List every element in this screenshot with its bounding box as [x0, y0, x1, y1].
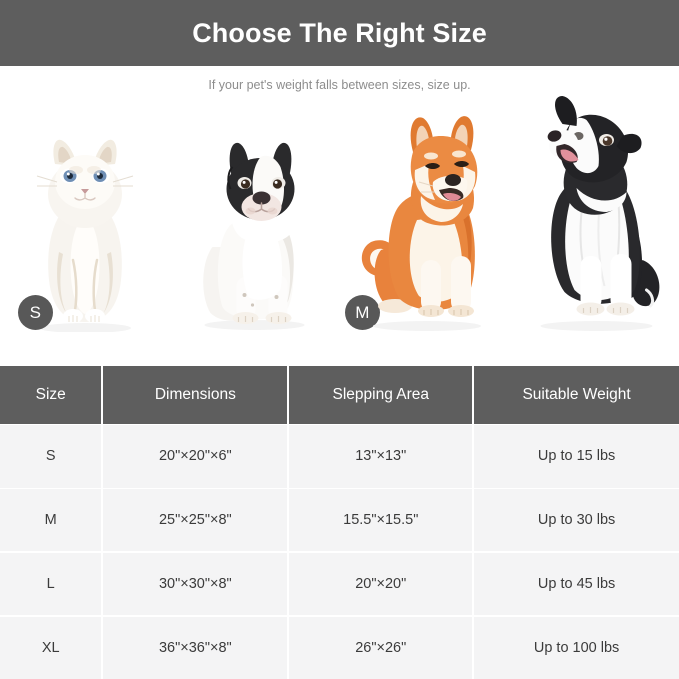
- column-header-sleeping-area: Slepping Area: [289, 366, 473, 424]
- table-row: L 30"×30"×8" 20"×20" Up to 45 lbs: [0, 552, 679, 616]
- cell-sleeping-area: 26"×26": [289, 616, 473, 679]
- cell-size: M: [0, 489, 102, 552]
- kitten-illustration: [36, 139, 134, 332]
- table-row: XL 36"×36"×8" 26"×26" Up to 100 lbs: [0, 616, 679, 679]
- cell-dimensions: 20"×20"×6": [103, 425, 288, 488]
- cell-size: S: [0, 425, 102, 488]
- cell-suitable-weight: Up to 15 lbs: [474, 425, 679, 488]
- cell-dimensions: 25"×25"×8": [103, 489, 288, 552]
- subtitle-note: If your pet's weight falls between sizes…: [208, 77, 471, 92]
- column-header-suitable-weight: Suitable Weight: [474, 366, 679, 424]
- size-badge-m: M: [345, 295, 380, 330]
- border-collie-illustration: [540, 96, 659, 331]
- cell-sleeping-area: 20"×20": [289, 552, 473, 616]
- subtitle-row: If your pet's weight falls between sizes…: [0, 66, 679, 104]
- table-row: S 20"×20"×6" 13"×13" Up to 15 lbs: [0, 425, 679, 488]
- cell-size: L: [0, 552, 102, 616]
- size-badge-s: S: [18, 295, 53, 330]
- table-row: M 25"×25"×8" 15.5"×15.5" Up to 30 lbs: [0, 489, 679, 552]
- pet-cell-xl: XL: [510, 96, 679, 360]
- cell-sleeping-area: 15.5"×15.5": [289, 489, 473, 552]
- size-table: Size Dimensions Slepping Area Suitable W…: [0, 366, 679, 679]
- page-title: Choose The Right Size: [192, 17, 487, 48]
- cell-size: XL: [0, 616, 102, 679]
- pet-photo-strip: S: [0, 96, 679, 360]
- cell-suitable-weight: Up to 45 lbs: [474, 552, 679, 616]
- column-header-size: Size: [0, 366, 102, 424]
- pet-cell-s: S: [0, 104, 170, 360]
- cell-dimensions: 30"×30"×8": [103, 552, 288, 616]
- pet-cell-m: M: [170, 104, 380, 360]
- pet-cell-l: L: [340, 104, 510, 360]
- cell-sleeping-area: 13"×13": [289, 425, 473, 488]
- cell-suitable-weight: Up to 100 lbs: [474, 616, 679, 679]
- cell-dimensions: 36"×36"×8": [103, 616, 288, 679]
- title-banner: Choose The Right Size: [0, 0, 679, 66]
- shiba-inu-illustration: [361, 116, 481, 331]
- column-header-dimensions: Dimensions: [103, 366, 288, 424]
- french-bulldog-illustration: [203, 142, 305, 330]
- cell-suitable-weight: Up to 30 lbs: [474, 489, 679, 552]
- table-header-row: Size Dimensions Slepping Area Suitable W…: [0, 366, 679, 424]
